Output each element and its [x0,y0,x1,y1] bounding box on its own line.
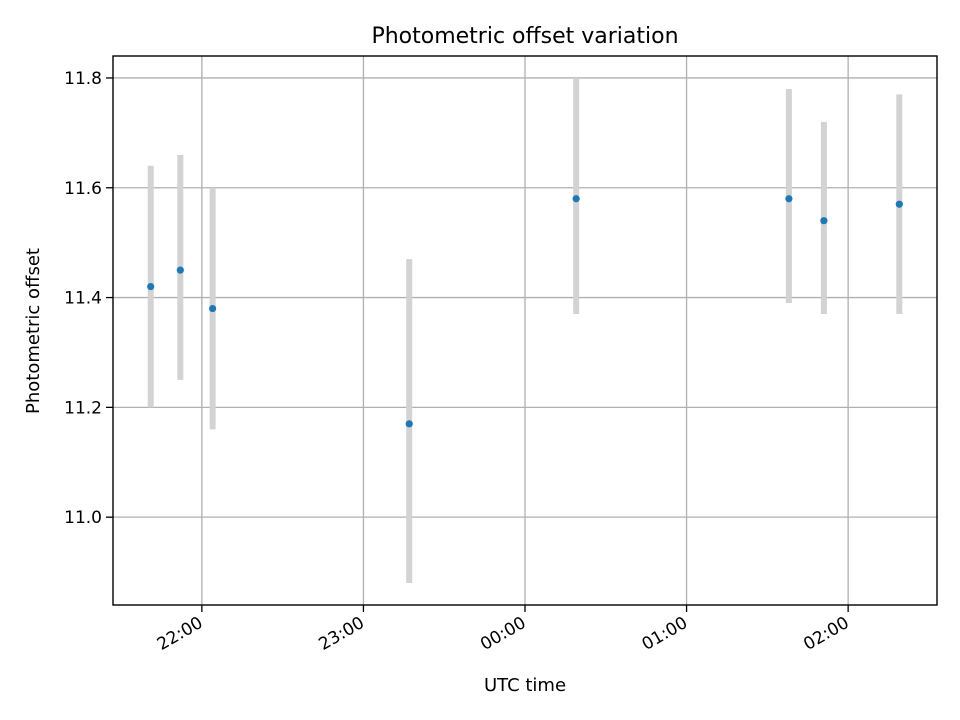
data-point [820,217,828,225]
grid [113,56,937,605]
data-point [176,266,184,274]
y-axis-ticks: 11.0 11.2 11.4 11.6 11.8 [64,69,113,528]
y-tick-label: 11.8 [64,69,102,89]
chart-title: Photometric offset variation [371,24,678,49]
data-points [147,195,903,428]
x-axis-label: UTC time [484,675,566,696]
data-point [785,195,793,203]
data-point [405,420,413,428]
y-tick-label: 11.0 [64,508,102,528]
data-point [572,195,580,203]
data-point [209,304,217,313]
y-tick-label: 11.2 [64,398,102,418]
data-point [147,282,155,291]
y-axis-label: Photometric offset [23,248,44,414]
y-tick-label: 11.4 [64,289,102,309]
y-tick-label: 11.6 [64,179,102,199]
data-point [895,200,903,208]
